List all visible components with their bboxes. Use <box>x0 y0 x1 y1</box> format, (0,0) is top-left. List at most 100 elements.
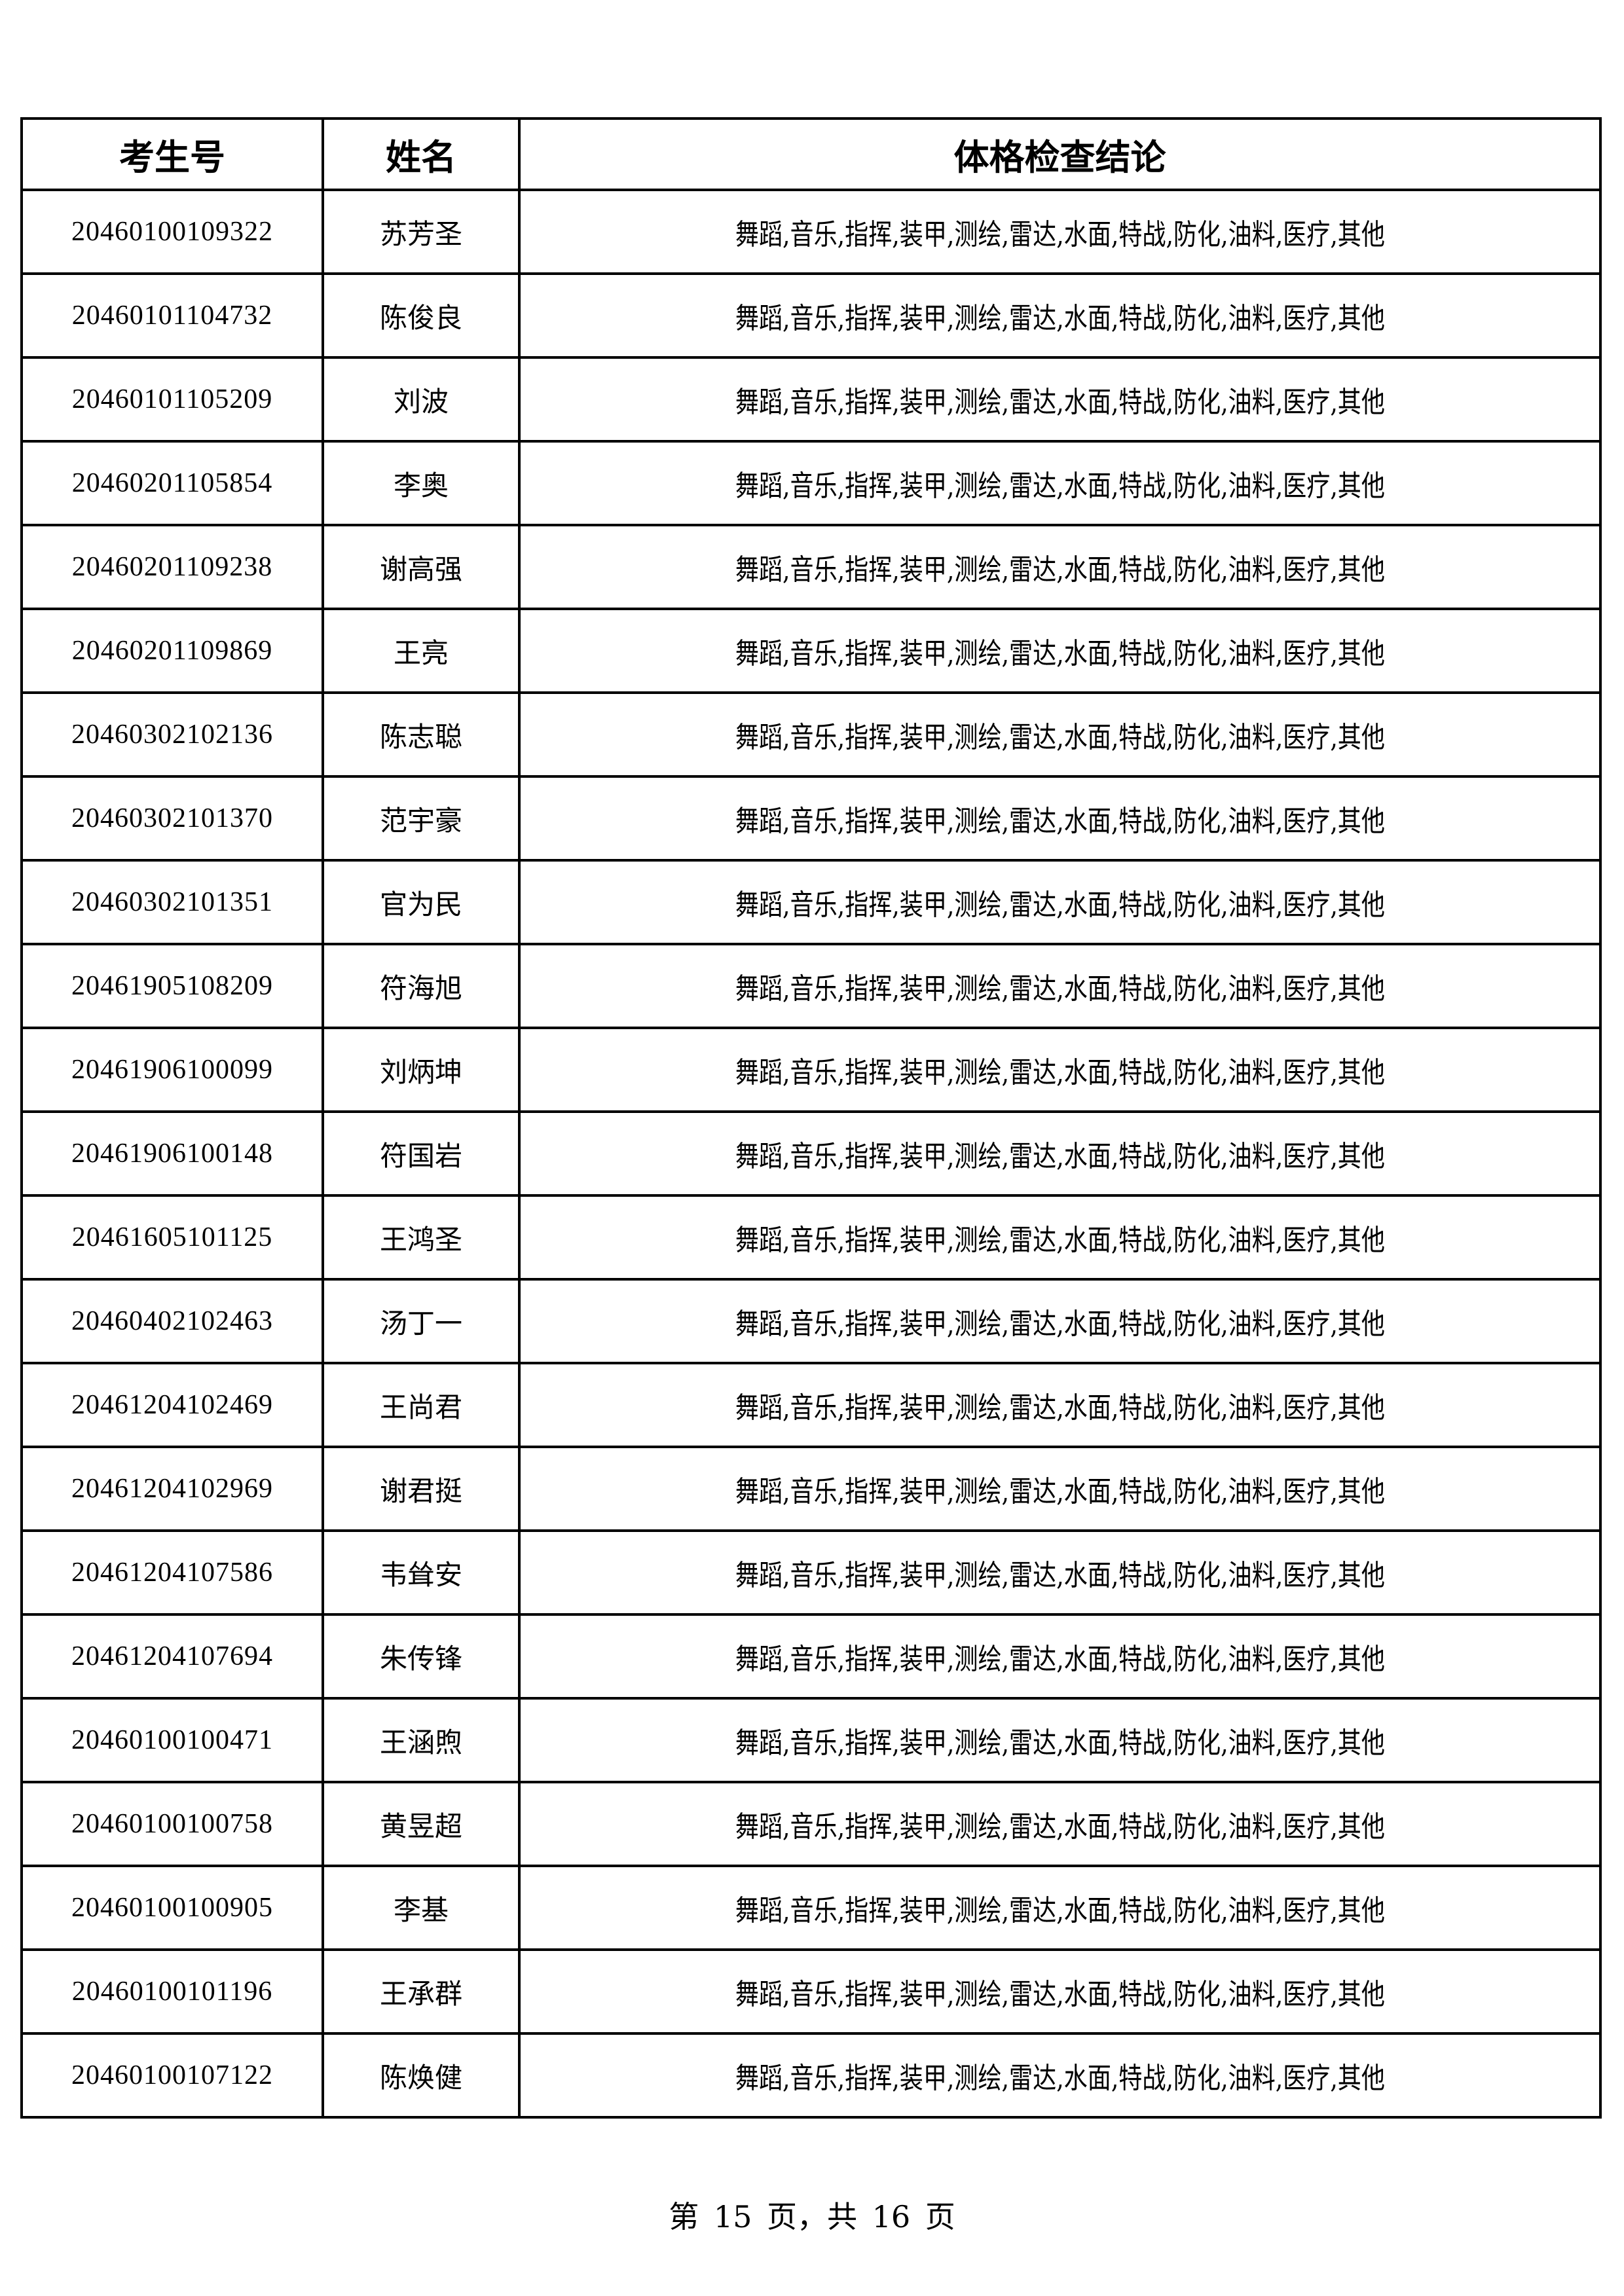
name-cell: 黄昱超 <box>322 1781 521 1867</box>
exam-id-cell: 20461906100099 <box>20 1027 324 1113</box>
conclusion-cell: 舞蹈,音乐,指挥,装甲,测绘,雷达,水面,特战,防化,油料,医疗,其他 <box>518 189 1602 275</box>
conclusion-text: 舞蹈,音乐,指挥,装甲,测绘,雷达,水面,特战,防化,油料,医疗,其他 <box>735 302 1385 335</box>
table-row: 20461905108209 符海旭 舞蹈,音乐,指挥,装甲,测绘,雷达,水面,特战… <box>20 943 1602 1029</box>
conclusion-cell: 舞蹈,音乐,指挥,装甲,测绘,雷达,水面,特战,防化,油料,医疗,其他 <box>518 1362 1602 1448</box>
table-body: 20460100109322 苏芳圣 舞蹈,音乐,指挥,装甲,测绘,雷达,水面,特战… <box>20 189 1602 2119</box>
conclusion-text: 舞蹈,音乐,指挥,装甲,测绘,雷达,水面,特战,防化,油料,医疗,其他 <box>735 1643 1385 1676</box>
name-cell: 韦耸安 <box>322 1529 521 1616</box>
name-cell: 刘炳坤 <box>322 1027 521 1113</box>
conclusion-text: 舞蹈,音乐,指挥,装甲,测绘,雷达,水面,特战,防化,油料,医疗,其他 <box>735 1559 1385 1592</box>
conclusion-cell: 舞蹈,音乐,指挥,装甲,测绘,雷达,水面,特战,防化,油料,医疗,其他 <box>518 1027 1602 1113</box>
conclusion-text: 舞蹈,音乐,指挥,装甲,测绘,雷达,水面,特战,防化,油料,医疗,其他 <box>735 1810 1385 1844</box>
exam-id-cell: 20460100101196 <box>20 1948 324 2035</box>
exam-id-cell: 20460201109238 <box>20 524 324 610</box>
conclusion-cell: 舞蹈,音乐,指挥,装甲,测绘,雷达,水面,特战,防化,油料,医疗,其他 <box>518 1781 1602 1867</box>
exam-id-cell: 20460201109869 <box>20 608 324 694</box>
conclusion-text: 舞蹈,音乐,指挥,装甲,测绘,雷达,水面,特战,防化,油料,医疗,其他 <box>735 1475 1385 1508</box>
conclusion-text: 舞蹈,音乐,指挥,装甲,测绘,雷达,水面,特战,防化,油料,医疗,其他 <box>735 1978 1385 2011</box>
name-cell: 陈志聪 <box>322 691 521 778</box>
table-row: 20460302102136 陈志聪 舞蹈,音乐,指挥,装甲,测绘,雷达,水面,特战… <box>20 691 1602 778</box>
exam-id-cell: 20460100100758 <box>20 1781 324 1867</box>
exam-id-cell: 20460402102463 <box>20 1278 324 1364</box>
conclusion-text: 舞蹈,音乐,指挥,装甲,测绘,雷达,水面,特战,防化,油料,医疗,其他 <box>735 1391 1385 1425</box>
table-row: 20460100101196 王承群 舞蹈,音乐,指挥,装甲,测绘,雷达,水面,特战… <box>20 1948 1602 2035</box>
exam-id-cell: 20461204107586 <box>20 1529 324 1616</box>
page-number: 第 15 页，共 16 页 <box>669 2199 955 2234</box>
name-cell: 苏芳圣 <box>322 189 521 275</box>
name-cell: 王鸿圣 <box>322 1194 521 1281</box>
table-row: 20461204107586 韦耸安 舞蹈,音乐,指挥,装甲,测绘,雷达,水面,特战… <box>20 1529 1602 1616</box>
conclusion-cell: 舞蹈,音乐,指挥,装甲,测绘,雷达,水面,特战,防化,油料,医疗,其他 <box>518 1110 1602 1197</box>
exam-id-cell: 20461204102469 <box>20 1362 324 1448</box>
exam-id-cell: 20460302102136 <box>20 691 324 778</box>
table-row: 20460302101370 范宇豪 舞蹈,音乐,指挥,装甲,测绘,雷达,水面,特战… <box>20 775 1602 862</box>
table-row: 20460100100905 李基 舞蹈,音乐,指挥,装甲,测绘,雷达,水面,特战,… <box>20 1865 1602 1951</box>
table-row: 20460100100471 王涵煦 舞蹈,音乐,指挥,装甲,测绘,雷达,水面,特战… <box>20 1697 1602 1783</box>
conclusion-cell: 舞蹈,音乐,指挥,装甲,测绘,雷达,水面,特战,防化,油料,医疗,其他 <box>518 1948 1602 2035</box>
name-cell: 范宇豪 <box>322 775 521 862</box>
conclusion-cell: 舞蹈,音乐,指挥,装甲,测绘,雷达,水面,特战,防化,油料,医疗,其他 <box>518 691 1602 778</box>
conclusion-text: 舞蹈,音乐,指挥,装甲,测绘,雷达,水面,特战,防化,油料,医疗,其他 <box>735 2062 1385 2095</box>
conclusion-text: 舞蹈,音乐,指挥,装甲,测绘,雷达,水面,特战,防化,油料,医疗,其他 <box>735 721 1385 754</box>
table-row: 20460100109322 苏芳圣 舞蹈,音乐,指挥,装甲,测绘,雷达,水面,特战… <box>20 189 1602 275</box>
table-row: 20460201105854 李奥 舞蹈,音乐,指挥,装甲,测绘,雷达,水面,特战,… <box>20 440 1602 526</box>
conclusion-cell: 舞蹈,音乐,指挥,装甲,测绘,雷达,水面,特战,防化,油料,医疗,其他 <box>518 775 1602 862</box>
name-cell: 谢高强 <box>322 524 521 610</box>
table-row: 20460402102463 汤丁一 舞蹈,音乐,指挥,装甲,测绘,雷达,水面,特战… <box>20 1278 1602 1364</box>
exam-id-cell: 20460101105209 <box>20 356 324 443</box>
conclusion-cell: 舞蹈,音乐,指挥,装甲,测绘,雷达,水面,特战,防化,油料,医疗,其他 <box>518 1865 1602 1951</box>
header-exam-id: 考生号 <box>20 117 324 191</box>
exam-id-cell: 20460100100471 <box>20 1697 324 1783</box>
table-row: 20460201109869 王亮 舞蹈,音乐,指挥,装甲,测绘,雷达,水面,特战,… <box>20 608 1602 694</box>
conclusion-cell: 舞蹈,音乐,指挥,装甲,测绘,雷达,水面,特战,防化,油料,医疗,其他 <box>518 272 1602 359</box>
name-cell: 李奥 <box>322 440 521 526</box>
conclusion-cell: 舞蹈,音乐,指挥,装甲,测绘,雷达,水面,特战,防化,油料,医疗,其他 <box>518 608 1602 694</box>
conclusion-text: 舞蹈,音乐,指挥,装甲,测绘,雷达,水面,特战,防化,油料,医疗,其他 <box>735 1894 1385 1927</box>
name-cell: 朱传锋 <box>322 1613 521 1700</box>
table-row: 20460302101351 官为民 舞蹈,音乐,指挥,装甲,测绘,雷达,水面,特战… <box>20 859 1602 945</box>
name-cell: 刘波 <box>322 356 521 443</box>
conclusion-cell: 舞蹈,音乐,指挥,装甲,测绘,雷达,水面,特战,防化,油料,医疗,其他 <box>518 1697 1602 1783</box>
conclusion-text: 舞蹈,音乐,指挥,装甲,测绘,雷达,水面,特战,防化,油料,医疗,其他 <box>735 805 1385 838</box>
table-row: 20461906100148 符国岩 舞蹈,音乐,指挥,装甲,测绘,雷达,水面,特战… <box>20 1110 1602 1197</box>
conclusion-text: 舞蹈,音乐,指挥,装甲,测绘,雷达,水面,特战,防化,油料,医疗,其他 <box>735 1224 1385 1257</box>
conclusion-cell: 舞蹈,音乐,指挥,装甲,测绘,雷达,水面,特战,防化,油料,医疗,其他 <box>518 356 1602 443</box>
name-cell: 王涵煦 <box>322 1697 521 1783</box>
table-row: 20461204102969 谢君挺 舞蹈,音乐,指挥,装甲,测绘,雷达,水面,特战… <box>20 1446 1602 1532</box>
table-row: 20461906100099 刘炳坤 舞蹈,音乐,指挥,装甲,测绘,雷达,水面,特战… <box>20 1027 1602 1113</box>
exam-id-cell: 20461906100148 <box>20 1110 324 1197</box>
name-cell: 符国岩 <box>322 1110 521 1197</box>
table-row: 20460101105209 刘波 舞蹈,音乐,指挥,装甲,测绘,雷达,水面,特战,… <box>20 356 1602 443</box>
conclusion-text: 舞蹈,音乐,指挥,装甲,测绘,雷达,水面,特战,防化,油料,医疗,其他 <box>735 553 1385 587</box>
table-header-row: 考生号 姓名 体格检查结论 <box>20 117 1602 191</box>
results-table: 考生号 姓名 体格检查结论 20460100109322 苏芳圣 舞蹈,音乐,指挥,… <box>20 117 1602 2119</box>
exam-id-cell: 20460302101370 <box>20 775 324 862</box>
name-cell: 陈俊良 <box>322 272 521 359</box>
conclusion-text: 舞蹈,音乐,指挥,装甲,测绘,雷达,水面,特战,防化,油料,医疗,其他 <box>735 1726 1385 1760</box>
conclusion-text: 舞蹈,音乐,指挥,装甲,测绘,雷达,水面,特战,防化,油料,医疗,其他 <box>735 1140 1385 1173</box>
conclusion-cell: 舞蹈,音乐,指挥,装甲,测绘,雷达,水面,特战,防化,油料,医疗,其他 <box>518 2032 1602 2119</box>
exam-id-cell: 20461204107694 <box>20 1613 324 1700</box>
conclusion-cell: 舞蹈,音乐,指挥,装甲,测绘,雷达,水面,特战,防化,油料,医疗,其他 <box>518 1613 1602 1700</box>
table-row: 20461605101125 王鸿圣 舞蹈,音乐,指挥,装甲,测绘,雷达,水面,特战… <box>20 1194 1602 1281</box>
table-row: 20460100107122 陈焕健 舞蹈,音乐,指挥,装甲,测绘,雷达,水面,特战… <box>20 2032 1602 2119</box>
exam-id-cell: 20460101104732 <box>20 272 324 359</box>
table-row: 20461204107694 朱传锋 舞蹈,音乐,指挥,装甲,测绘,雷达,水面,特战… <box>20 1613 1602 1700</box>
table-row: 20460101104732 陈俊良 舞蹈,音乐,指挥,装甲,测绘,雷达,水面,特战… <box>20 272 1602 359</box>
exam-id-cell: 20460100109322 <box>20 189 324 275</box>
conclusion-text: 舞蹈,音乐,指挥,装甲,测绘,雷达,水面,特战,防化,油料,医疗,其他 <box>735 1056 1385 1089</box>
name-cell: 谢君挺 <box>322 1446 521 1532</box>
name-cell: 汤丁一 <box>322 1278 521 1364</box>
table-row: 20460100100758 黄昱超 舞蹈,音乐,指挥,装甲,测绘,雷达,水面,特战… <box>20 1781 1602 1867</box>
conclusion-cell: 舞蹈,音乐,指挥,装甲,测绘,雷达,水面,特战,防化,油料,医疗,其他 <box>518 440 1602 526</box>
name-cell: 符海旭 <box>322 943 521 1029</box>
exam-id-cell: 20460201105854 <box>20 440 324 526</box>
exam-id-cell: 20460100107122 <box>20 2032 324 2119</box>
table-row: 20460201109238 谢高强 舞蹈,音乐,指挥,装甲,测绘,雷达,水面,特战… <box>20 524 1602 610</box>
exam-id-cell: 20461204102969 <box>20 1446 324 1532</box>
name-cell: 王尚君 <box>322 1362 521 1448</box>
name-cell: 王亮 <box>322 608 521 694</box>
exam-id-cell: 20461905108209 <box>20 943 324 1029</box>
conclusion-cell: 舞蹈,音乐,指挥,装甲,测绘,雷达,水面,特战,防化,油料,医疗,其他 <box>518 524 1602 610</box>
conclusion-cell: 舞蹈,音乐,指挥,装甲,测绘,雷达,水面,特战,防化,油料,医疗,其他 <box>518 1446 1602 1532</box>
